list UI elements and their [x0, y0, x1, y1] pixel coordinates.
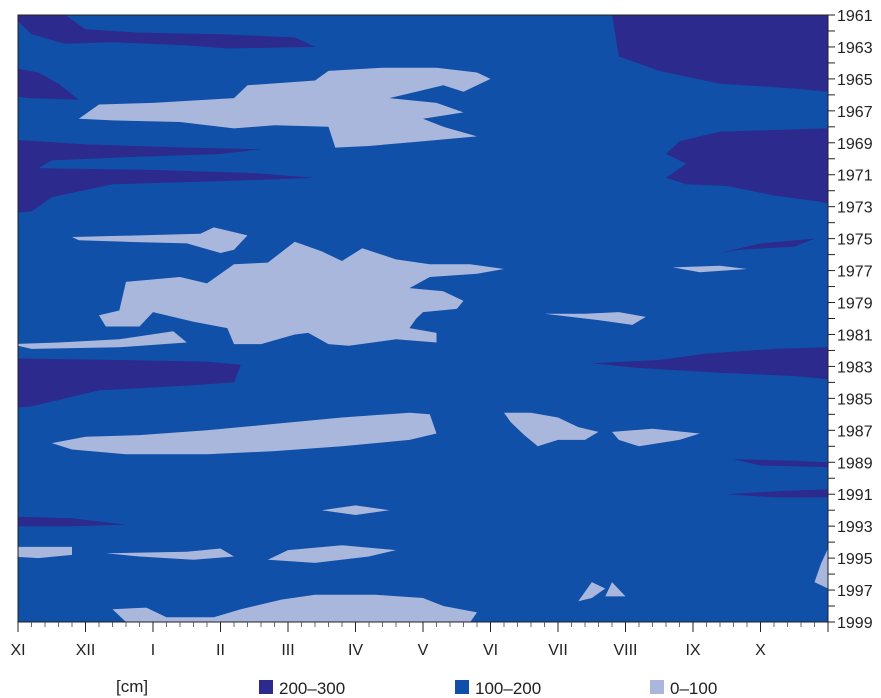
contour-region-200-300-5: [666, 128, 828, 204]
y-tick-label-1971: 1971: [837, 168, 873, 185]
y-tick-label-1979: 1979: [837, 296, 873, 313]
contour-region-200-300-10: [726, 489, 828, 498]
contour-region-0-100-17: [504, 412, 599, 447]
x-tick-label-VI: VI: [483, 642, 498, 659]
y-tick-label-1987: 1987: [837, 423, 873, 440]
y-tick-label-1967: 1967: [837, 104, 873, 121]
contour-region-0-100-12: [78, 67, 491, 148]
contour-region-0-100-18: [612, 428, 700, 447]
legend-swatch-200-300: [259, 680, 273, 694]
y-tick-label-1989: 1989: [837, 455, 873, 472]
contour-region-200-300-7: [591, 347, 828, 380]
contour-region-200-300-9: [733, 459, 828, 468]
contour-region-0-100-24: [321, 505, 390, 515]
x-tick-label-X: X: [755, 642, 766, 659]
legend-swatch-100-200: [455, 680, 469, 694]
plot-area: [18, 15, 828, 622]
x-tick-label-XII: XII: [76, 642, 96, 659]
y-tick-label-1997: 1997: [837, 583, 873, 600]
contour-region-0-100-15: [18, 331, 187, 349]
contour-region-0-100-19: [544, 312, 646, 325]
x-tick-label-III: III: [281, 642, 294, 659]
legend-label-200-300: 200–300: [279, 679, 345, 698]
x-tick-label-V: V: [418, 642, 429, 659]
contour-region-200-300-4: [18, 140, 315, 213]
y-tick-label-1995: 1995: [837, 551, 873, 568]
x-tick-label-I: I: [151, 642, 155, 659]
y-tick-label-1999: 1999: [837, 615, 873, 632]
contour-region-200-300-2: [612, 15, 828, 92]
contour-region-0-100-28: [814, 548, 828, 589]
y-tick-label-1973: 1973: [837, 200, 873, 217]
contour-region-0-100-21: [18, 546, 72, 559]
contour-region-0-100-16: [51, 412, 437, 455]
contour-region-0-100-27: [605, 582, 626, 597]
contour-region-200-300-11: [18, 516, 126, 527]
y-tick-label-1965: 1965: [837, 72, 873, 89]
y-tick-label-1981: 1981: [837, 327, 873, 344]
contour-region-0-100-13: [72, 227, 248, 253]
y-tick-label-1985: 1985: [837, 391, 873, 408]
contour-region-200-300-8: [18, 358, 241, 408]
legend-label-100-200: 100–200: [475, 679, 541, 698]
y-tick-label-1975: 1975: [837, 232, 873, 249]
y-tick-label-1993: 1993: [837, 519, 873, 536]
y-tick-label-1963: 1963: [837, 40, 873, 57]
contour-region-200-300-3: [18, 68, 79, 100]
contour-region-0-100-20: [672, 265, 747, 273]
contour-region-200-300-6: [720, 238, 815, 253]
x-tick-label-XI: XI: [10, 642, 25, 659]
contour-region-0-100-23: [267, 545, 396, 563]
x-tick-label-IV: IV: [348, 642, 363, 659]
legend: [cm] 200–300 100–200 0–100: [116, 677, 717, 698]
y-tick-label-1969: 1969: [837, 136, 873, 153]
legend-label-0-100: 0–100: [670, 679, 717, 698]
contour-region-0-100-14: [99, 241, 504, 346]
x-tick-label-II: II: [216, 642, 225, 659]
unit-label: [cm]: [116, 677, 148, 696]
contour-region-0-100-26: [578, 582, 606, 602]
axes: 1961 1963 1965 1967 1969 1971 1973 1975 1977 1979…: [10, 8, 872, 659]
x-tick-label-VII: VII: [548, 642, 568, 659]
contour-region-200-300-1: [18, 15, 315, 49]
contour-region-0-100-25: [112, 594, 477, 622]
contour-region-0-100-22: [105, 548, 234, 560]
x-tick-label-IX: IX: [685, 642, 700, 659]
legend-swatch-0-100: [650, 680, 664, 694]
y-tick-label-1983: 1983: [837, 359, 873, 376]
y-tick-label-1961: 1961: [837, 8, 873, 25]
y-tick-label-1991: 1991: [837, 487, 873, 504]
y-tick-label-1977: 1977: [837, 264, 873, 281]
x-tick-label-VIII: VIII: [613, 642, 637, 659]
